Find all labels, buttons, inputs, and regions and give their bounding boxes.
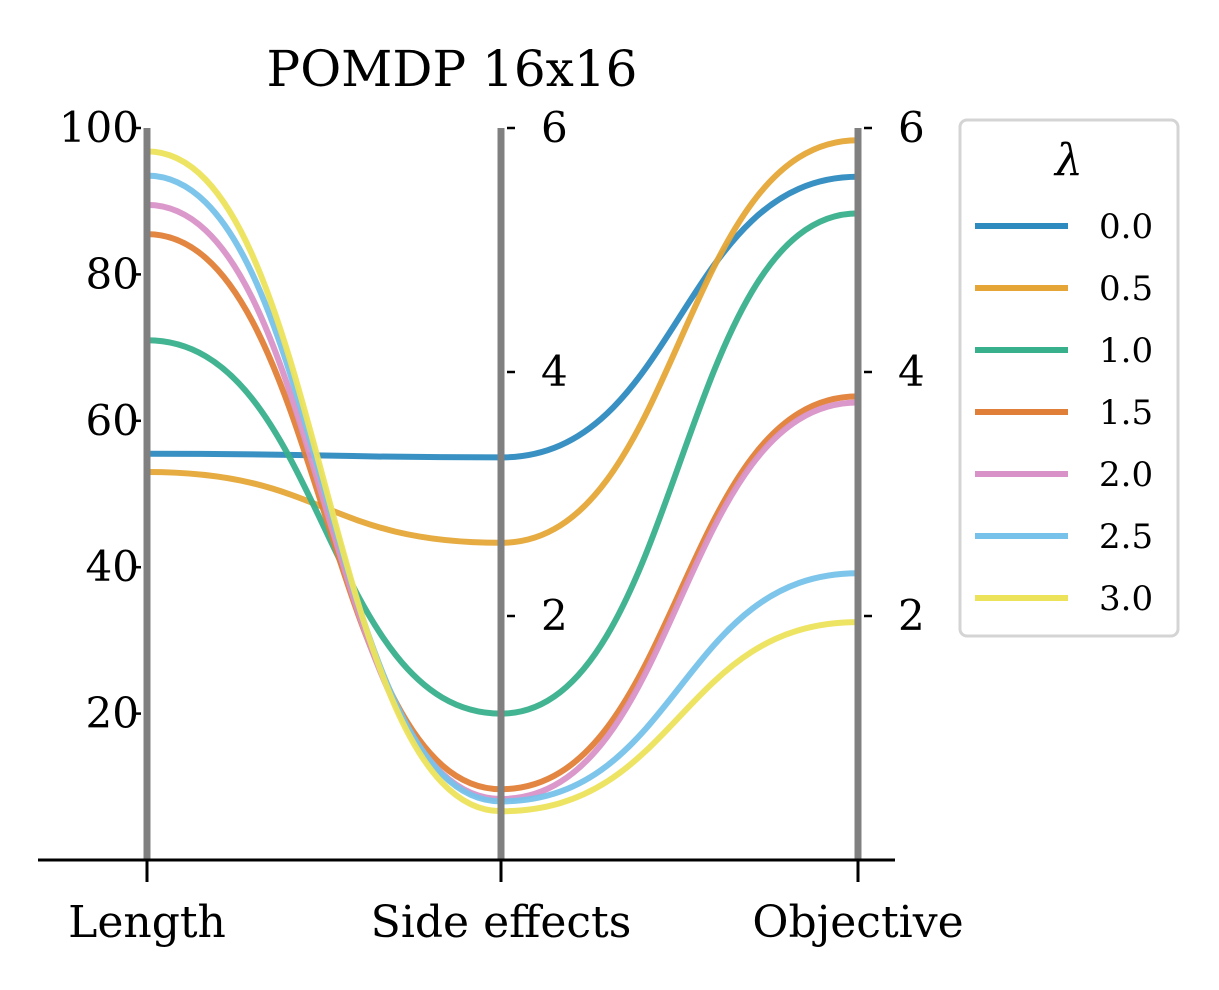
legend-label-0-0: 0.0	[1099, 207, 1153, 247]
tick-label-length-100: 100	[59, 103, 139, 152]
tick-label-side-effects-6: 6	[541, 103, 568, 152]
series-lines	[144, 137, 861, 815]
tick-label-length-80: 80	[86, 249, 139, 298]
legend-label-1-5: 1.5	[1099, 393, 1153, 433]
axis-name-side-effects: Side effects	[371, 897, 632, 948]
legend: λ 0.0 0.5 1.0 1.5 2.0 2.5 3.0	[958, 118, 1180, 638]
tick-label-length-40: 40	[86, 542, 139, 591]
series-line-1-5	[144, 231, 861, 793]
legend-label-2-0: 2.0	[1099, 455, 1153, 495]
tick-label-objective-2: 2	[898, 591, 925, 640]
legend-label-1-0: 1.0	[1099, 331, 1153, 371]
series-line-1-0	[144, 210, 861, 717]
tick-label-objective-6: 6	[898, 103, 925, 152]
tick-label-length-20: 20	[86, 689, 139, 738]
series-line-2-5	[144, 172, 861, 805]
series-line-0-5	[144, 137, 861, 546]
axis-name-objective: Objective	[752, 897, 963, 948]
legend-label-0-5: 0.5	[1099, 269, 1153, 309]
tick-label-length-60: 60	[86, 396, 139, 445]
series-line-3-0	[144, 148, 861, 815]
legend-title: λ	[1053, 135, 1083, 186]
tick-label-objective-4: 4	[898, 347, 925, 396]
tick-label-side-effects-2: 2	[541, 591, 568, 640]
chart-title: POMDP 16x16	[267, 40, 638, 98]
axes: 20 40 60 80 100 2 4 6 2 4 6	[59, 103, 925, 882]
axis-name-length: Length	[68, 897, 226, 948]
legend-label-3-0: 3.0	[1099, 579, 1153, 619]
legend-frame	[958, 118, 1180, 638]
tick-label-side-effects-4: 4	[541, 347, 568, 396]
axis-names: Length Side effects Objective	[68, 897, 964, 948]
legend-label-2-5: 2.5	[1099, 517, 1153, 557]
